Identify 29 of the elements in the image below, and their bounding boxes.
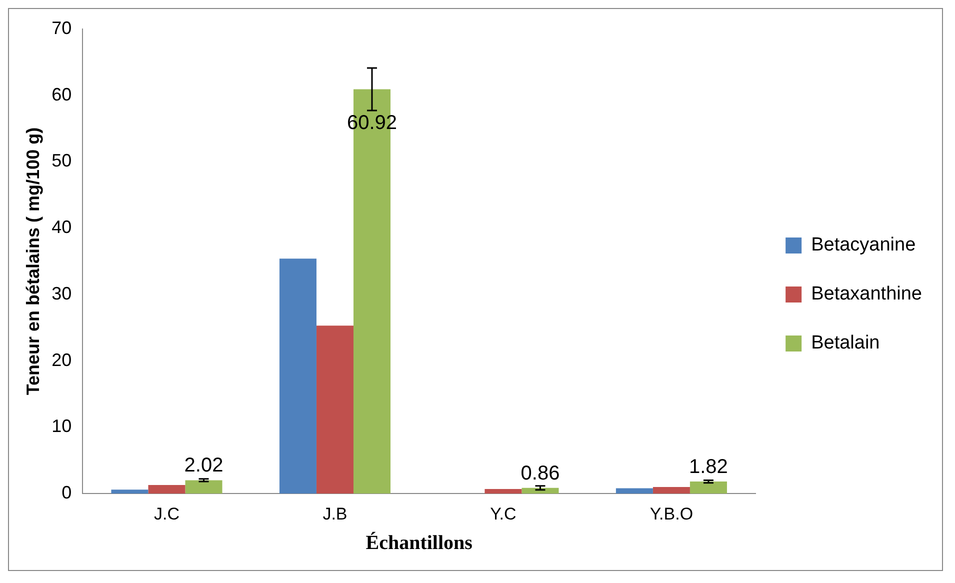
- legend-label: Betacyanine: [811, 234, 916, 256]
- bar: [111, 490, 148, 494]
- y-tick-label: 30: [52, 283, 72, 304]
- y-tick-label: 0: [62, 482, 72, 503]
- legend-label: Betaxanthine: [811, 284, 922, 305]
- bar: [616, 488, 653, 494]
- y-tick-label: 20: [52, 350, 72, 370]
- legend-label: Betalain: [811, 332, 880, 354]
- x-tick-label: J.B: [322, 504, 348, 524]
- y-tick-label: 50: [52, 150, 72, 171]
- bar: [279, 258, 316, 494]
- data-label: 0.86: [520, 462, 560, 484]
- y-tick-label: 40: [52, 217, 72, 238]
- data-label: 2.02: [184, 454, 224, 477]
- y-axis-title: Teneur en bétalains ( mg/100 g): [22, 127, 43, 396]
- y-tick-label: 10: [52, 416, 72, 436]
- bar: [690, 482, 727, 494]
- bar: [652, 486, 690, 494]
- bar: [185, 480, 222, 494]
- x-tick-label: Y.B.O: [650, 504, 694, 524]
- data-label: 1.82: [689, 456, 728, 478]
- y-tick-label: 60: [52, 84, 72, 104]
- x-axis-title: Échantillons: [366, 531, 473, 554]
- y-tick-label: 70: [52, 18, 72, 38]
- x-tick-label: Y.C: [490, 504, 516, 524]
- x-tick-label: J.C: [154, 504, 180, 524]
- bar: [316, 326, 354, 494]
- bar: [148, 484, 186, 494]
- bar: [484, 488, 522, 494]
